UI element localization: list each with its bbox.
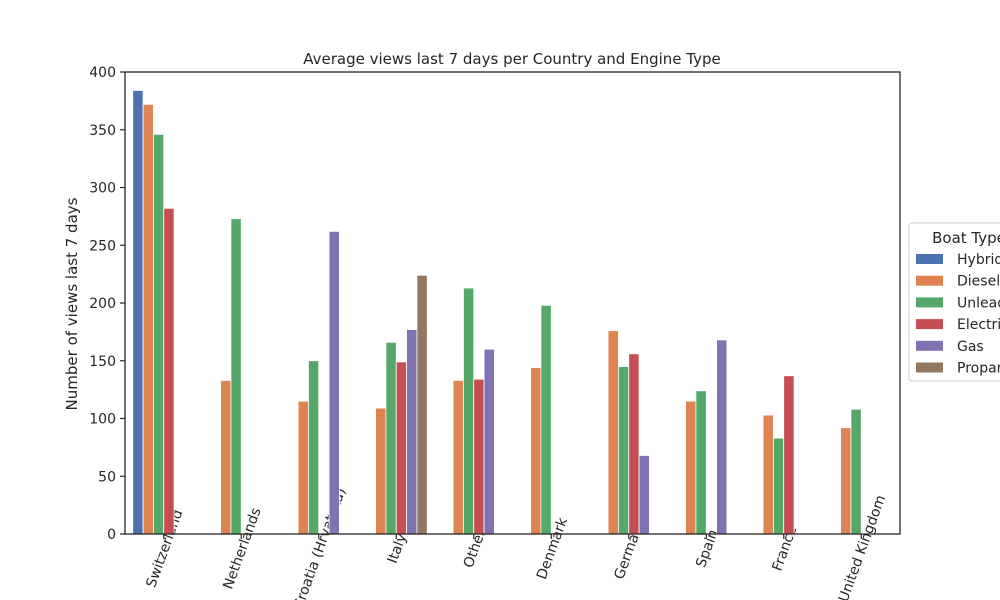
y-tick-label: 200 (89, 296, 116, 312)
bar (840, 427, 852, 535)
y-tick-label: 100 (89, 412, 116, 428)
y-axis-label: Number of views last 7 days (63, 197, 81, 410)
x-tick-label: Italy (385, 532, 410, 566)
bar (375, 407, 387, 535)
bar (297, 400, 309, 535)
bar (685, 400, 697, 535)
legend-items: Hybrid Diesel Unleaded Electric Gas Propane (916, 252, 1000, 377)
y-tick-label: 400 (89, 65, 116, 81)
y-tick-label: 0 (107, 527, 116, 543)
legend: Boat Type Hybrid Diesel Unleaded Electric Ga… (908, 222, 1000, 382)
bar (153, 133, 165, 535)
bar (406, 329, 418, 535)
bar (220, 379, 232, 535)
legend-label: Propane (957, 361, 1000, 377)
bar (540, 304, 552, 535)
bar (607, 330, 619, 535)
bar (783, 375, 795, 535)
legend-label: Electric (957, 317, 1000, 333)
legend-swatch (916, 362, 943, 373)
bar (638, 455, 650, 535)
bar (142, 103, 154, 535)
legend-label: Hybrid (957, 252, 1000, 268)
bars (132, 90, 862, 535)
bar (385, 341, 397, 535)
bar (473, 378, 485, 535)
bar (452, 379, 464, 535)
bar (163, 207, 175, 535)
bar (132, 90, 144, 535)
y-tick-label: 50 (98, 469, 116, 485)
bar (483, 348, 495, 535)
legend-title: Boat Type (932, 229, 1000, 247)
bar (463, 287, 475, 535)
bar (618, 366, 630, 535)
y-axis: 0 50 100 150 200 250 300 350 400 (89, 65, 125, 543)
bar (716, 339, 728, 535)
legend-swatch (916, 297, 943, 308)
y-tick-label: 350 (89, 123, 116, 139)
legend-label: Diesel (957, 274, 1000, 290)
bar (850, 408, 862, 535)
plot-frame (124, 71, 901, 535)
y-tick-label: 300 (89, 181, 116, 197)
legend-label: Unleaded (957, 295, 1000, 311)
bar (762, 414, 774, 535)
legend-swatch (916, 275, 943, 286)
bar (230, 218, 242, 535)
y-tick-label: 250 (89, 238, 116, 254)
bar (695, 390, 707, 535)
bar (530, 367, 542, 535)
chart-title: Average views last 7 days per Country an… (303, 50, 720, 68)
bar (308, 360, 320, 535)
legend-swatch (916, 340, 943, 351)
y-tick-label: 150 (89, 354, 116, 370)
bar (328, 230, 340, 535)
bar (416, 274, 428, 535)
bar (628, 353, 640, 535)
legend-swatch (916, 319, 943, 330)
legend-swatch (916, 254, 943, 264)
legend-label: Gas (957, 339, 984, 355)
bar (773, 437, 785, 535)
bar (395, 361, 407, 535)
